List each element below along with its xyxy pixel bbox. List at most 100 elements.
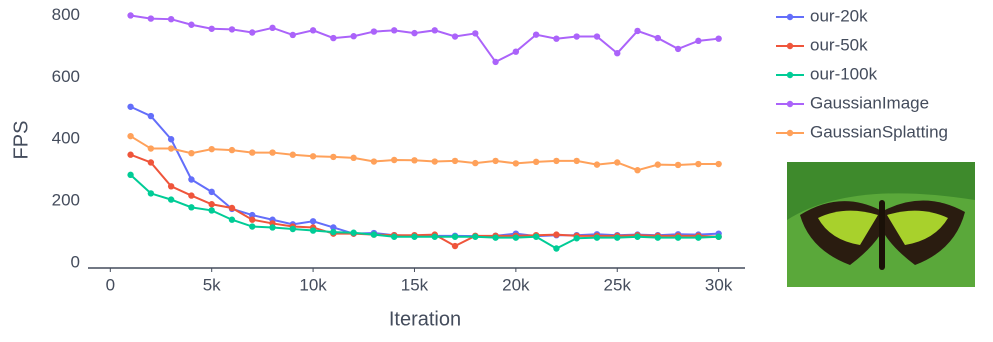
y-tick-label: 400	[52, 129, 80, 148]
thumbnail	[787, 162, 975, 287]
legend-label: our-100k	[810, 64, 878, 83]
data-point	[249, 29, 256, 36]
data-point	[390, 156, 398, 164]
data-point	[269, 224, 276, 231]
x-tick-label: 0	[106, 275, 115, 294]
data-point	[573, 235, 580, 242]
data-point	[208, 188, 215, 196]
data-point	[127, 132, 134, 140]
data-point	[249, 211, 256, 219]
legend-marker	[786, 100, 794, 108]
data-point	[330, 34, 337, 42]
data-point	[634, 27, 641, 35]
data-point	[330, 153, 337, 161]
data-point	[188, 176, 195, 183]
data-point	[147, 190, 155, 197]
data-point	[289, 225, 297, 233]
data-point	[492, 157, 499, 165]
series-line	[129, 174, 719, 250]
data-point	[674, 234, 682, 241]
data-point	[411, 233, 418, 240]
data-point	[370, 231, 378, 238]
series-line	[130, 105, 719, 238]
data-point	[309, 218, 317, 225]
data-point	[370, 158, 378, 165]
y-tick-label: 0	[71, 253, 80, 272]
x-tick-label: 5k	[203, 275, 221, 294]
data-point	[532, 233, 540, 240]
data-point	[695, 234, 702, 241]
data-point	[167, 183, 175, 190]
data-point	[269, 24, 276, 32]
legend-label: our-50k	[810, 35, 868, 54]
data-point	[451, 242, 459, 250]
data-point	[695, 160, 702, 168]
legend-marker	[786, 42, 794, 50]
data-point	[269, 149, 276, 156]
y-axis-title: FPS	[10, 121, 32, 160]
data-point	[208, 201, 215, 208]
data-point	[532, 31, 540, 38]
data-point	[188, 149, 195, 157]
data-point	[309, 153, 317, 160]
data-point	[451, 33, 459, 40]
data-point	[593, 234, 601, 241]
data-point	[715, 35, 722, 42]
y-tick-label: 600	[52, 67, 80, 86]
data-point	[654, 161, 662, 168]
data-point	[208, 25, 215, 32]
data-point	[614, 159, 621, 166]
data-point	[553, 231, 560, 238]
data-point	[188, 192, 195, 199]
data-point	[249, 149, 256, 156]
data-point	[167, 145, 175, 152]
data-point	[472, 233, 479, 240]
data-point	[390, 27, 398, 34]
series-line	[130, 14, 719, 64]
data-point	[512, 160, 520, 167]
data-point	[330, 224, 337, 231]
data-point	[512, 48, 520, 55]
data-point	[492, 58, 499, 66]
data-point	[715, 233, 722, 240]
data-point	[614, 50, 621, 57]
data-point	[228, 204, 236, 212]
data-point	[127, 103, 134, 110]
data-point	[654, 34, 662, 42]
data-point	[309, 27, 317, 34]
data-point	[512, 234, 520, 241]
y-tick-label: 200	[52, 191, 80, 210]
legend-label: our-20k	[810, 6, 868, 25]
data-point	[573, 157, 580, 165]
data-point	[411, 157, 418, 164]
data-point	[695, 37, 702, 45]
data-point	[249, 223, 256, 230]
data-point	[593, 161, 601, 168]
data-point	[147, 145, 155, 152]
data-point	[411, 29, 418, 37]
data-point	[715, 160, 722, 168]
data-point	[350, 33, 357, 40]
data-point	[330, 228, 337, 236]
data-point	[451, 233, 459, 240]
y-tick-label: 800	[52, 5, 80, 24]
data-point	[208, 207, 215, 214]
data-point	[228, 146, 236, 154]
data-point	[167, 196, 175, 203]
data-point	[127, 12, 134, 19]
data-point	[127, 171, 134, 179]
legend-marker	[786, 13, 794, 21]
data-point	[431, 27, 438, 34]
data-point	[390, 233, 398, 240]
data-point	[451, 157, 459, 165]
legend-label: GaussianSplatting	[810, 122, 948, 141]
x-tick-label: 25k	[604, 275, 632, 294]
data-point	[370, 28, 378, 35]
legend-label: GaussianImage	[810, 93, 929, 112]
data-point	[228, 26, 236, 33]
data-point	[147, 15, 155, 22]
data-point	[654, 234, 662, 241]
data-point	[127, 151, 134, 158]
data-point	[350, 154, 357, 162]
